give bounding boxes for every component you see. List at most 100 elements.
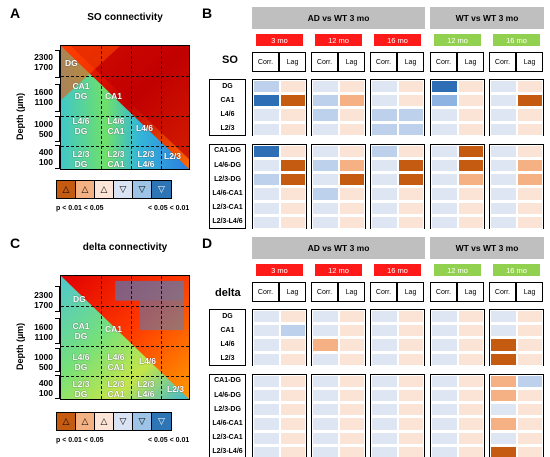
legend-right-text-a: < 0.05 < 0.01 — [148, 205, 190, 212]
sub-column-header: Lag — [457, 282, 484, 302]
significance-cell — [312, 389, 339, 403]
hl-c3: L4/6 — [72, 352, 90, 362]
significance-cell — [253, 159, 280, 173]
sub-column-header: Lag — [457, 52, 484, 72]
hl-c1: CA1 — [72, 321, 90, 331]
significance-cell — [371, 352, 398, 366]
significance-cell — [371, 187, 398, 201]
row-label: L4/6 — [209, 107, 246, 122]
significance-cell — [371, 201, 398, 215]
significance-cell — [490, 159, 517, 173]
significance-cell — [338, 310, 365, 324]
sub-column-header: Lag — [397, 52, 424, 72]
hl-c5: L4/6 — [107, 352, 125, 362]
ytick-c-1: 2300 — [34, 290, 53, 300]
significance-cell — [431, 80, 458, 94]
ytick-a-4: 1100 — [34, 97, 53, 107]
significance-cell — [457, 431, 484, 445]
significance-cell — [338, 338, 365, 352]
significance-cell — [397, 80, 424, 94]
significance-cell — [431, 108, 458, 122]
significance-cell — [397, 187, 424, 201]
cell-group-frame — [489, 373, 544, 457]
significance-cell — [371, 374, 398, 388]
significance-cell — [457, 201, 484, 215]
legend-swatch: ▽ — [114, 413, 133, 430]
significance-cell — [338, 122, 365, 136]
hl-a12: L4/6 — [137, 159, 155, 169]
significance-cell — [253, 324, 280, 338]
sub-column-header: Lag — [338, 282, 365, 302]
significance-cell — [371, 324, 398, 338]
delta-row-group-label: delta — [215, 287, 241, 299]
significance-cell — [397, 122, 424, 136]
legend-swatch: ▽ — [152, 181, 171, 198]
significance-cell — [371, 159, 398, 173]
significance-cell — [279, 201, 306, 215]
significance-cell — [312, 122, 339, 136]
significance-cell — [516, 159, 543, 173]
row-label: L4/6 — [209, 337, 246, 352]
significance-cell — [312, 215, 339, 229]
hl-c10: CA1 — [107, 389, 125, 399]
row-label: L4/6-DG — [209, 158, 246, 173]
sub-column-header: Corr. — [370, 52, 397, 72]
legend-swatch: △ — [95, 413, 114, 430]
significance-cell — [312, 94, 339, 108]
significance-cell — [457, 80, 484, 94]
heat-label-ca1-c: CA1 — [105, 324, 123, 334]
cell-group-frame — [311, 373, 366, 457]
significance-cell — [397, 403, 424, 417]
ytick-a-3: 1600 — [34, 87, 53, 97]
significance-cell — [457, 122, 484, 136]
comparison-header: WT vs WT 3 mo — [430, 237, 544, 259]
heat-label-l23: L2/3 — [164, 151, 182, 161]
significance-cell — [516, 187, 543, 201]
significance-cell — [279, 445, 306, 457]
significance-cell — [312, 310, 339, 324]
significance-cell — [371, 338, 398, 352]
significance-cell — [516, 431, 543, 445]
significance-cell — [516, 310, 543, 324]
significance-cell — [431, 122, 458, 136]
legend-swatch: ▽ — [133, 181, 152, 198]
significance-cell — [253, 310, 280, 324]
significance-cell — [279, 80, 306, 94]
significance-cell — [431, 215, 458, 229]
significance-cell — [371, 80, 398, 94]
significance-cell — [431, 173, 458, 187]
significance-cell — [253, 122, 280, 136]
significance-cell — [431, 389, 458, 403]
significance-cell — [516, 201, 543, 215]
age-group-header: 12 mo — [315, 34, 362, 46]
significance-cell — [397, 352, 424, 366]
significance-cell — [490, 324, 517, 338]
heat-label-ca1: CA1 — [105, 91, 123, 101]
sub-column-header: Lag — [279, 52, 306, 72]
age-group-header: 16 mo — [374, 34, 421, 46]
significance-cell — [431, 187, 458, 201]
significance-cell — [431, 310, 458, 324]
row-label: CA1-DG — [209, 143, 246, 158]
significance-cell — [279, 417, 306, 431]
legend-swatch: ▽ — [114, 181, 133, 198]
significance-cell — [397, 173, 424, 187]
y-axis-label-c: Depth (µm) — [15, 322, 25, 370]
significance-cell — [253, 338, 280, 352]
significance-cell — [457, 352, 484, 366]
age-group-header: 16 mo — [374, 264, 421, 276]
significance-cell — [371, 403, 398, 417]
significance-cell — [457, 108, 484, 122]
significance-cell — [457, 374, 484, 388]
significance-cell — [516, 94, 543, 108]
significance-cell — [516, 374, 543, 388]
row-label: L2/3 — [209, 121, 246, 136]
significance-cell — [279, 94, 306, 108]
significance-cell — [253, 201, 280, 215]
legend-swatch: △ — [95, 181, 114, 198]
sub-column-header: Corr. — [311, 282, 338, 302]
significance-cell — [279, 187, 306, 201]
significance-cell — [431, 431, 458, 445]
significance-cell — [397, 374, 424, 388]
significance-cell — [371, 389, 398, 403]
